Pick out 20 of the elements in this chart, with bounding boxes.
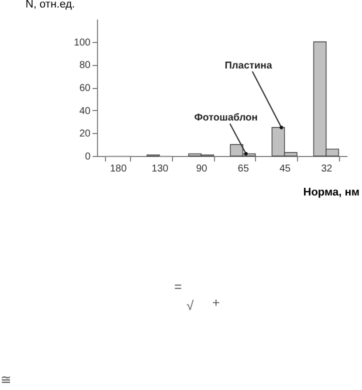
- text: √: [186, 298, 194, 313]
- text: ≅: [0, 372, 12, 387]
- x-tick-label: 180: [110, 164, 128, 174]
- x-tick-label: 32: [321, 164, 333, 174]
- y-tick-label: 0: [84, 152, 91, 162]
- x-tick-label: 130: [152, 164, 169, 174]
- y-tick-label: 20: [79, 128, 91, 140]
- x-tick-label: 90: [196, 164, 208, 174]
- y-axis-title: N, отн.ед.: [26, 0, 75, 10]
- x-tick-label: 45: [279, 164, 291, 174]
- text: =: [174, 279, 182, 294]
- y-tick-label: 40: [79, 106, 91, 117]
- annotation: Пластина: [224, 60, 272, 72]
- y-tick-label: 100: [74, 37, 91, 48]
- x-tick-label: 65: [238, 164, 250, 174]
- y-tick-label: 60: [79, 83, 91, 94]
- text: +: [212, 295, 220, 310]
- annotation: Фотошаблон: [194, 112, 258, 124]
- x-axis-title: Норма, нм: [303, 186, 360, 198]
- y-tick-label: 80: [79, 60, 91, 72]
